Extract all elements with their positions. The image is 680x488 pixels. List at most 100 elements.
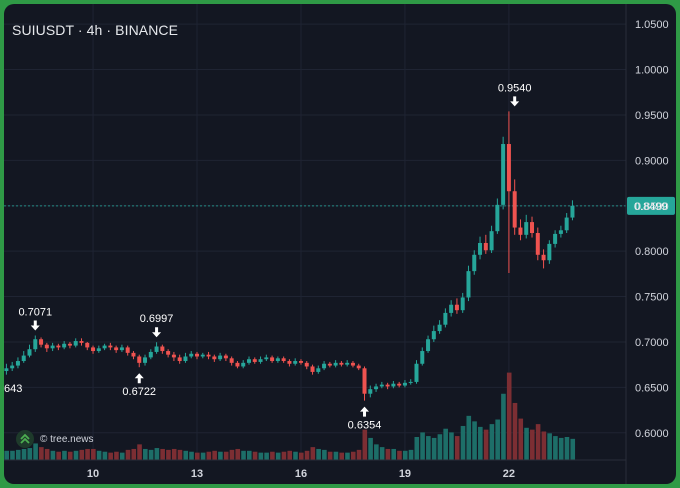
volume-bar (489, 424, 495, 460)
volume-bar (541, 431, 547, 460)
candle-body (426, 339, 431, 352)
volume-bar (114, 451, 119, 460)
volume-bar (85, 448, 90, 460)
volume-bar (4, 450, 9, 460)
candle-body (137, 356, 142, 363)
volume-bar (246, 450, 252, 460)
volume-bar (460, 425, 466, 460)
y-tick-label: 0.7000 (635, 337, 669, 349)
x-tick-label: 16 (295, 468, 307, 480)
candle-body (264, 357, 269, 360)
watermark: © tree.news (16, 430, 94, 448)
last-price-label: 0.8499 (634, 201, 668, 213)
candle-body (293, 361, 298, 364)
volume-bar (171, 448, 177, 460)
candle-body (397, 383, 402, 386)
candle-body (287, 361, 292, 364)
volume-bar (570, 438, 576, 460)
volume-bar (10, 450, 15, 460)
candle-body (62, 343, 67, 348)
candle-body (316, 368, 321, 372)
candle-body (143, 357, 148, 363)
candle-body (553, 233, 558, 244)
volume-bar (252, 451, 258, 460)
candle-body (91, 347, 96, 352)
volume-bar (379, 447, 385, 460)
candle-body (402, 382, 407, 386)
last-price-badge (627, 196, 675, 215)
volume-bar (553, 436, 558, 460)
volume-bar (495, 419, 500, 460)
volume-bar (27, 448, 33, 460)
volume-bar (15, 449, 21, 460)
volume-bar (73, 450, 79, 460)
candle-body (241, 362, 246, 367)
volume-bar (431, 437, 437, 460)
volume-bar (177, 449, 183, 460)
volume-bar (264, 452, 269, 460)
volume-bar (414, 437, 420, 460)
candle-body (67, 343, 72, 346)
x-tick-label: 10 (87, 468, 99, 480)
volume-bar (119, 452, 125, 460)
volume-bar (125, 449, 131, 460)
candle-body (570, 205, 575, 218)
candle-body (310, 366, 315, 372)
y-tick-label: 1.0000 (635, 65, 669, 77)
candle-body (160, 346, 165, 352)
candle-body (483, 242, 488, 251)
candle-body (362, 368, 367, 394)
candle-body (33, 339, 38, 350)
y-tick-label: 0.6500 (635, 382, 669, 394)
candle-body (535, 233, 540, 255)
candle-body (39, 339, 44, 345)
candle-body (223, 355, 228, 359)
candle-body (200, 354, 205, 357)
candle-body (56, 345, 61, 348)
low-marker-arrow (134, 373, 144, 384)
volume-bar (293, 451, 298, 460)
volume-bar (200, 452, 206, 460)
volume-bar (322, 449, 327, 460)
volume-bar (160, 448, 165, 460)
volume-bar (466, 415, 472, 460)
y-tick-label: 0.8000 (635, 246, 669, 258)
volume-bar (558, 437, 564, 460)
y-tick-label: 0.9000 (635, 155, 669, 167)
candle-body (102, 345, 107, 349)
candle-body (443, 312, 448, 325)
candlestick-chart: 0.8499 0.7071 0.6722 0.6997 0.6354 0.9540 643… (4, 4, 675, 484)
candle-body (10, 365, 15, 369)
volume-bar (131, 448, 137, 460)
candle-body (379, 384, 384, 387)
volume-bar (327, 451, 333, 460)
volume-bar (506, 372, 512, 460)
partial-low-label: 643 (4, 383, 22, 395)
candle-body (4, 368, 9, 372)
candle-body (454, 304, 459, 311)
candle-body (183, 356, 188, 362)
candle-body (125, 347, 130, 353)
candle-body (114, 347, 119, 351)
candle-body (108, 345, 113, 348)
candle-body (408, 381, 413, 383)
candle-body (518, 227, 523, 235)
candle-body (431, 331, 436, 340)
volume-bar (547, 433, 552, 460)
volume-bar (345, 452, 350, 460)
volume-bar (33, 443, 38, 460)
volume-bar (362, 429, 368, 460)
candle-body (258, 359, 263, 362)
volume-bar (454, 436, 460, 460)
volume-bar (304, 450, 310, 460)
candle-body (281, 358, 286, 362)
volume-bar (96, 450, 102, 460)
x-tick-label: 19 (399, 468, 411, 480)
candle-body (524, 222, 529, 235)
volume-bar (350, 451, 356, 460)
volume-bar (62, 450, 67, 460)
volume-bar (218, 451, 223, 460)
candle-body (414, 363, 419, 382)
candle-body (333, 362, 338, 366)
y-tick-label: 0.9500 (635, 110, 669, 122)
